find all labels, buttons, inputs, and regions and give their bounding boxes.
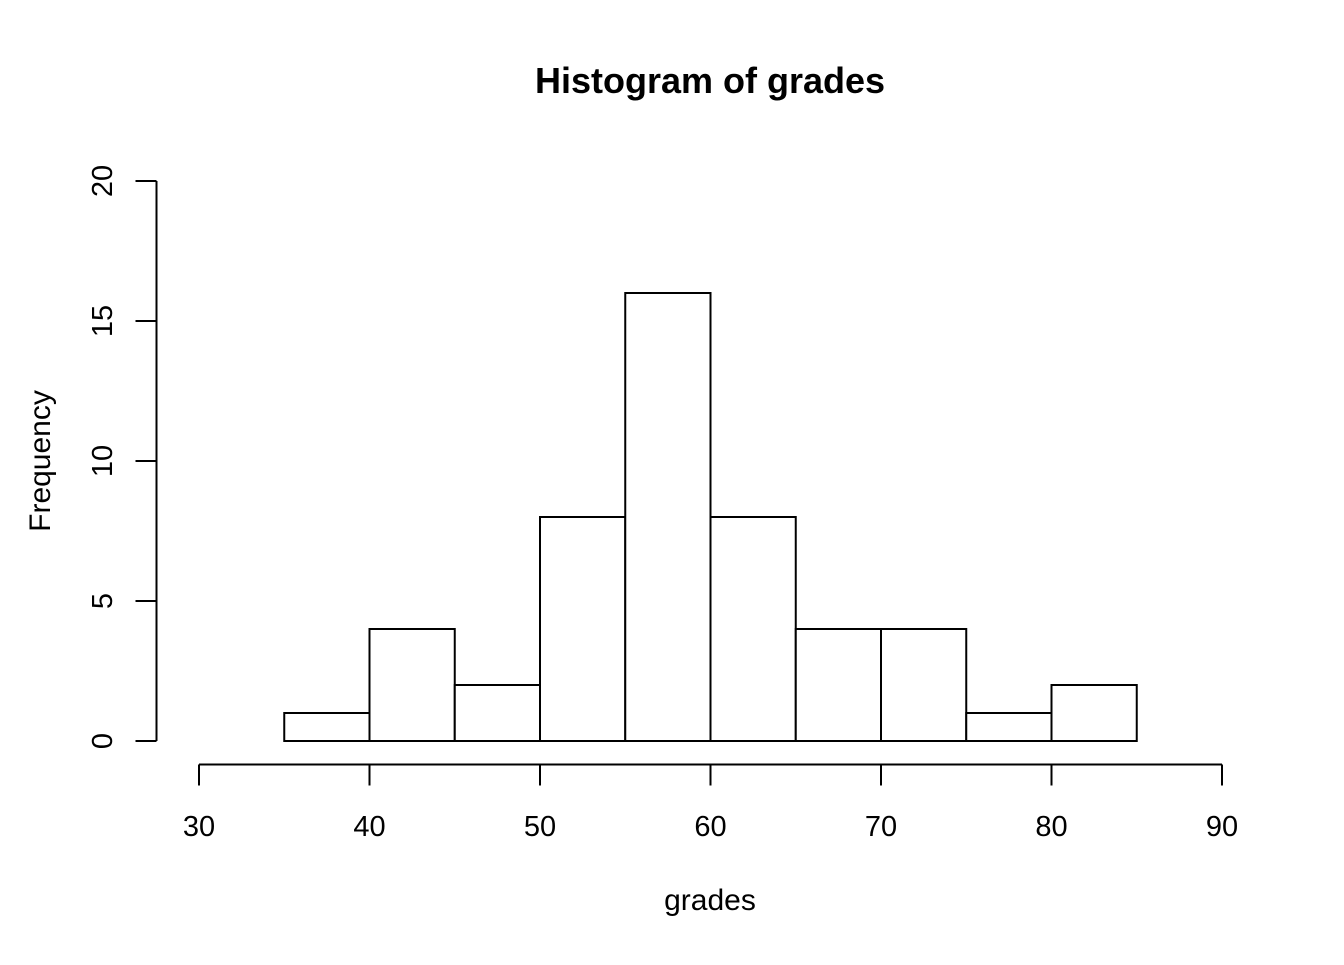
x-axis-tick-label: 60 [694,811,726,843]
chart-title: Histogram of grades [535,60,885,101]
x-axis-tick-label: 80 [1035,811,1067,843]
axes: 0 5 10 15 20 30 40 50 60 70 80 90 [87,165,1238,843]
x-axis-tick-label: 50 [524,811,556,843]
histogram-bar [624,292,712,742]
histogram-bar [539,516,627,742]
x-axis-tick-label: 90 [1206,811,1238,843]
histogram-bar [453,684,541,742]
y-axis-tick-label: 5 [87,593,119,609]
y-axis-title: Frequency [24,390,57,532]
histogram-bar [794,628,882,742]
y-axis-tick-label: 0 [87,733,119,749]
y-axis-tick-label: 20 [87,165,119,197]
histogram-bar [709,516,797,742]
histogram-bar [1050,684,1138,742]
histogram-bar [880,628,968,742]
y-axis-tick-label: 10 [87,445,119,477]
histogram-bars [283,292,1138,742]
y-axis-tick-label: 15 [87,305,119,337]
x-axis-tick-label: 40 [353,811,385,843]
x-axis-title: grades [664,884,756,917]
x-axis-tick-label: 30 [183,811,215,843]
histogram-bar [368,628,456,742]
x-axis-tick-label: 70 [865,811,897,843]
histogram-bar [965,712,1053,742]
histogram-bar [283,712,371,742]
